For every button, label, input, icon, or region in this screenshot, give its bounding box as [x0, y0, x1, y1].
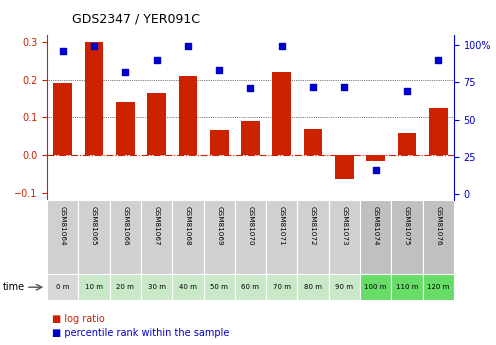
Text: GSM81065: GSM81065 — [91, 206, 97, 246]
Text: ■ log ratio: ■ log ratio — [52, 314, 105, 324]
Text: GSM81064: GSM81064 — [60, 206, 66, 246]
Bar — [304, 129, 322, 155]
Text: 40 m: 40 m — [179, 284, 197, 290]
Text: 90 m: 90 m — [335, 284, 353, 290]
Bar — [78, 274, 110, 300]
Bar — [429, 108, 447, 155]
Text: GSM81075: GSM81075 — [404, 206, 410, 246]
Bar — [147, 93, 166, 155]
Bar — [397, 134, 416, 155]
Text: time: time — [2, 282, 25, 292]
Bar — [141, 200, 172, 274]
Bar — [110, 200, 141, 274]
Bar — [141, 274, 172, 300]
Bar — [298, 200, 329, 274]
Point — [90, 44, 98, 49]
Bar — [203, 274, 235, 300]
Text: GSM81074: GSM81074 — [372, 206, 378, 246]
Text: 80 m: 80 m — [304, 284, 322, 290]
Point — [215, 68, 223, 73]
Bar — [360, 274, 391, 300]
Text: GSM81066: GSM81066 — [123, 206, 128, 246]
Point — [122, 69, 129, 75]
Bar — [172, 200, 203, 274]
Bar — [179, 76, 197, 155]
Text: 20 m: 20 m — [117, 284, 134, 290]
Bar — [235, 200, 266, 274]
Text: 120 m: 120 m — [427, 284, 449, 290]
Bar — [47, 274, 78, 300]
Bar — [266, 200, 298, 274]
Bar — [360, 200, 391, 274]
Bar — [116, 102, 135, 155]
Bar — [366, 155, 385, 160]
Bar — [266, 274, 298, 300]
Point — [153, 57, 161, 63]
Bar — [329, 200, 360, 274]
Bar — [423, 200, 454, 274]
Text: 10 m: 10 m — [85, 284, 103, 290]
Text: ■ percentile rank within the sample: ■ percentile rank within the sample — [52, 328, 230, 338]
Bar — [298, 274, 329, 300]
Point — [59, 48, 67, 54]
Text: GSM81072: GSM81072 — [310, 206, 316, 246]
Text: GSM81068: GSM81068 — [185, 206, 191, 246]
Bar — [85, 42, 104, 155]
Text: GSM81070: GSM81070 — [248, 206, 253, 246]
Text: GSM81073: GSM81073 — [341, 206, 347, 246]
Bar — [335, 155, 354, 179]
Bar — [47, 200, 78, 274]
Text: 100 m: 100 m — [365, 284, 387, 290]
Point — [434, 57, 442, 63]
Point — [403, 88, 411, 94]
Text: GDS2347 / YER091C: GDS2347 / YER091C — [72, 13, 200, 26]
Point — [309, 84, 317, 89]
Bar — [235, 274, 266, 300]
Bar — [391, 274, 423, 300]
Bar — [391, 200, 423, 274]
Bar — [210, 130, 229, 155]
Point — [278, 44, 286, 49]
Bar — [423, 274, 454, 300]
Text: GSM81069: GSM81069 — [216, 206, 222, 246]
Bar — [272, 72, 291, 155]
Bar — [54, 83, 72, 155]
Point — [184, 44, 192, 49]
Text: 110 m: 110 m — [396, 284, 418, 290]
Text: 60 m: 60 m — [242, 284, 259, 290]
Bar — [329, 274, 360, 300]
Text: 0 m: 0 m — [56, 284, 69, 290]
Point — [247, 86, 254, 91]
Text: GSM81067: GSM81067 — [154, 206, 160, 246]
Point — [372, 168, 379, 173]
Text: 70 m: 70 m — [273, 284, 291, 290]
Point — [340, 84, 348, 89]
Text: 50 m: 50 m — [210, 284, 228, 290]
Bar — [203, 200, 235, 274]
Bar — [78, 200, 110, 274]
Text: GSM81076: GSM81076 — [435, 206, 441, 246]
Bar — [241, 121, 260, 155]
Bar — [110, 274, 141, 300]
Text: 30 m: 30 m — [148, 284, 166, 290]
Text: GSM81071: GSM81071 — [279, 206, 285, 246]
Bar — [172, 274, 203, 300]
